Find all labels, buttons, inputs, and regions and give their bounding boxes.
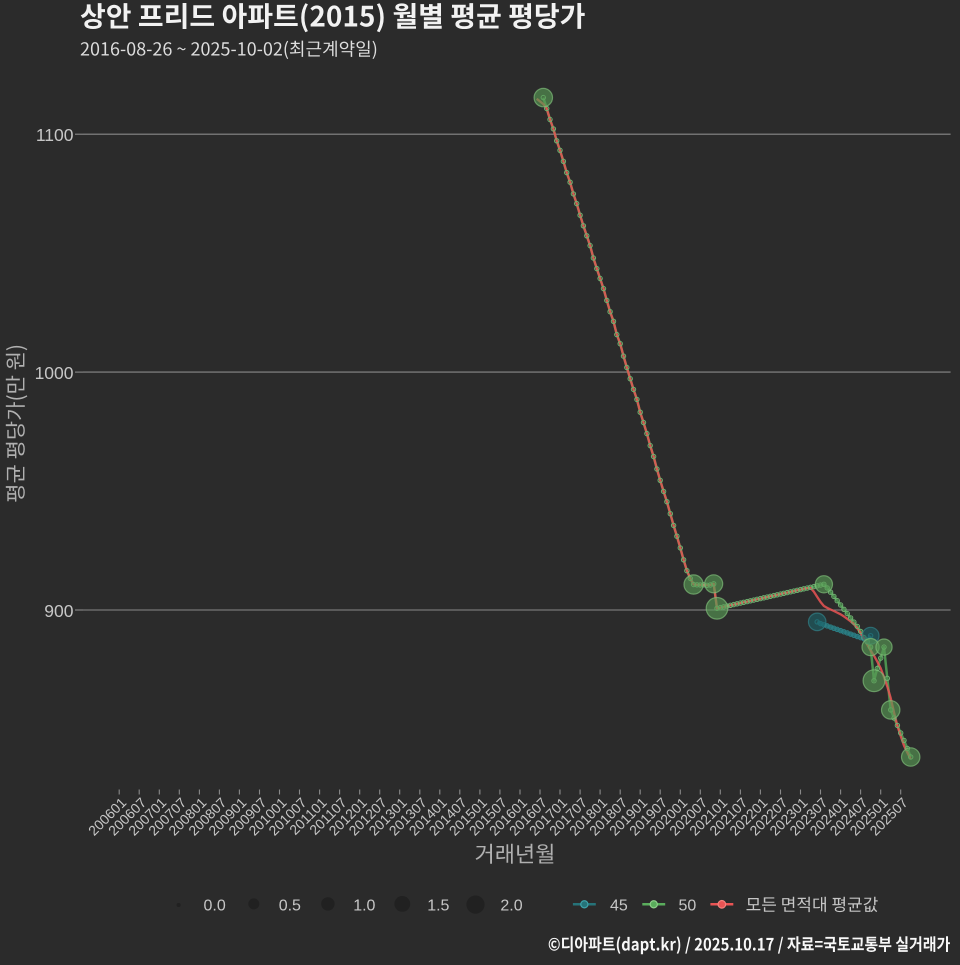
svg-text:50: 50 xyxy=(679,898,697,915)
svg-text:1.0: 1.0 xyxy=(353,898,375,915)
svg-text:1100: 1100 xyxy=(36,125,74,145)
svg-text:0.0: 0.0 xyxy=(204,898,226,915)
svg-text:45: 45 xyxy=(610,898,628,915)
svg-text:1.5: 1.5 xyxy=(427,898,449,915)
svg-text:900: 900 xyxy=(44,601,73,621)
svg-text:0.5: 0.5 xyxy=(279,898,301,915)
svg-text:2.0: 2.0 xyxy=(500,898,522,915)
svg-text:1000: 1000 xyxy=(35,363,74,383)
